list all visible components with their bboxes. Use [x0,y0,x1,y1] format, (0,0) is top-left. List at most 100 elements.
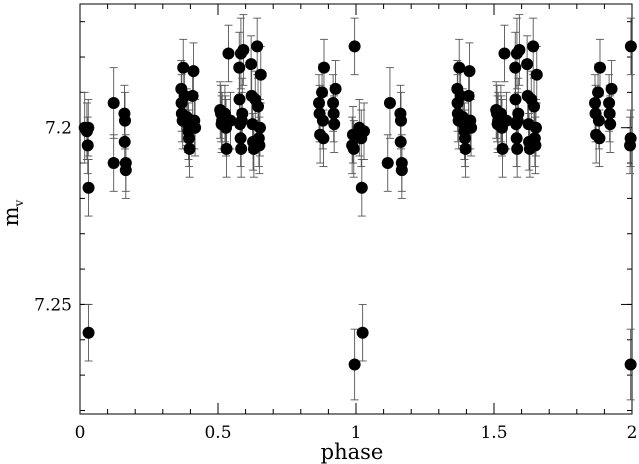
data-point [233,61,246,74]
data-point [222,47,235,60]
data-point [624,132,637,145]
data-point [317,61,330,74]
data-point [313,96,326,109]
data-point [224,114,237,127]
data-point [529,139,542,152]
data-point [453,61,466,74]
data-point [235,142,248,155]
data-point [604,118,617,131]
x-axis-title: phase [321,440,384,464]
data-point [509,61,522,74]
data-point [253,121,266,134]
y-tick-label: 7.25 [34,295,72,315]
error-bars [80,14,635,401]
data-point [186,89,199,102]
data-point [459,142,472,155]
data-point [603,107,616,120]
data-point [521,58,534,71]
data-point [183,132,196,145]
data-point [189,121,202,134]
data-point [498,47,511,60]
data-point [527,40,540,53]
data-point [356,326,369,339]
data-point [234,132,247,145]
data-point [118,135,131,148]
data-point [82,181,95,194]
data-point [589,96,602,109]
data-point [82,326,95,339]
data-point [317,132,330,145]
data-point [107,157,120,170]
plot-frame [79,3,633,415]
x-tick-label: 0.5 [204,423,231,443]
data-point [500,114,513,127]
data-point [530,68,543,81]
axis-ticks [79,4,633,414]
data-point [327,107,340,120]
data-point [107,96,120,109]
data-point [183,142,196,155]
x-tick-label: 2 [627,423,638,443]
data-point [462,89,475,102]
data-point [529,121,542,134]
data-point [245,58,258,71]
data-point [381,157,394,170]
data-point [395,164,408,177]
data-point [82,121,95,134]
tick-labels: 0 0.5 1 1.5 2 7.2 7.25 [34,119,637,443]
data-point [603,96,616,109]
data-point [605,82,618,95]
data-point [528,100,541,113]
data-point [251,40,264,53]
data-point [348,358,361,371]
y-tick-label: 7.2 [45,119,72,139]
x-tick-label: 1 [351,423,362,443]
x-tick-label: 1.5 [480,423,507,443]
data-point [624,358,637,371]
data-point [592,114,605,127]
data-point [513,43,526,56]
data-point [463,65,476,78]
data-point [394,135,407,148]
data-point [328,118,341,131]
data-point [236,107,249,120]
data-point [358,125,371,138]
data-point [177,61,190,74]
data-point [624,40,637,53]
data-point [394,114,407,127]
data-point [347,142,360,155]
data-point [254,68,267,81]
y-axis-title-subscript: v [12,199,26,207]
y-axis-title-main: m [0,206,23,226]
data-point [220,142,233,155]
data-point [253,139,266,152]
data-point [316,86,329,99]
data-point [329,82,342,95]
data-point [511,142,524,155]
data-point [509,93,522,106]
data-point [252,100,265,113]
data-point [348,40,361,53]
data-point [510,132,523,145]
data-point [118,114,131,127]
data-points [78,40,637,371]
data-point [327,96,340,109]
data-point [459,132,472,145]
plot-border [79,3,633,415]
data-point [383,96,396,109]
data-point [465,121,478,134]
data-point [512,107,525,120]
x-tick-label: 0 [75,423,86,443]
data-point [355,181,368,194]
data-point [187,65,200,78]
data-point [592,86,605,99]
data-point [119,164,132,177]
data-point [233,93,246,106]
data-point [81,139,94,152]
data-point [593,132,606,145]
data-point [237,43,250,56]
data-point [496,142,509,155]
data-point [593,61,606,74]
data-point [316,114,329,127]
